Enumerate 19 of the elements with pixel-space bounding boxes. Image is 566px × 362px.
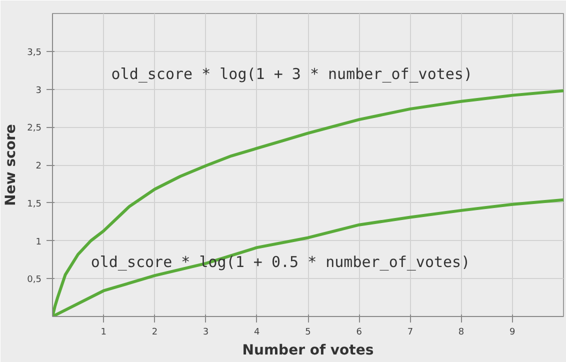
x-axis-title: Number of votes (242, 342, 374, 358)
x-tick-label: 2 (152, 328, 158, 338)
annotation: old_score * log(1 + 3 * number_of_votes) (111, 65, 472, 84)
y-axis-title: New score (3, 124, 20, 206)
y-tick-label: 0,5 (27, 275, 42, 286)
x-tick-label: 3 (202, 328, 209, 338)
x-tick-label: 8 (458, 328, 464, 338)
y-tick-label: 3,5 (27, 48, 42, 58)
x-tick-label: 4 (254, 328, 260, 338)
y-tick-label: 2,5 (27, 124, 42, 134)
y-tick-label: 1 (36, 237, 42, 248)
x-tick-label: 5 (305, 328, 311, 338)
y-tick-label: 3 (36, 86, 42, 96)
x-tick-label: 6 (356, 328, 362, 338)
y-tick-label: 1,5 (27, 199, 42, 210)
x-tick-label: 9 (510, 328, 516, 338)
x-tick-label: 1 (100, 328, 106, 338)
x-tick-label: 7 (407, 328, 414, 338)
y-tick-label: 2 (36, 162, 42, 172)
